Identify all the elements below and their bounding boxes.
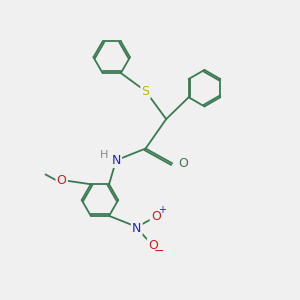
Text: O: O [57,174,67,188]
Text: N: N [112,154,121,167]
Text: S: S [142,85,150,98]
Text: O: O [151,210,161,223]
Text: H: H [100,150,108,160]
Text: N: N [132,221,141,235]
Text: O: O [178,157,188,170]
Text: −: − [154,245,165,258]
Text: +: + [158,206,166,215]
Text: O: O [148,239,158,252]
